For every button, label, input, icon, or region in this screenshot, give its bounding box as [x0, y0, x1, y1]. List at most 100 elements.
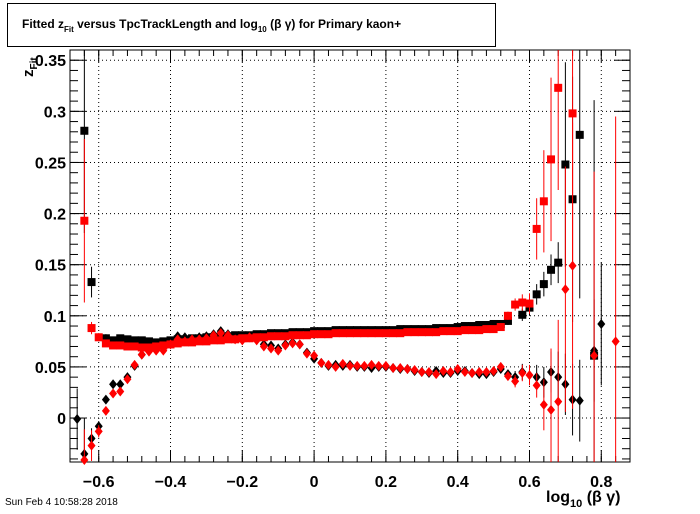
data-point-diamond	[281, 340, 290, 351]
data-point-diamond	[195, 334, 204, 345]
data-point-diamond	[446, 367, 455, 378]
y-tick-label: 0.1	[44, 309, 66, 326]
series-square-red	[80, 50, 577, 352]
data-point-square	[547, 265, 556, 274]
data-point-diamond	[561, 284, 570, 295]
data-point-diamond	[123, 374, 132, 385]
data-point-square	[475, 321, 484, 330]
data-point-square	[568, 109, 577, 118]
data-point-diamond	[353, 360, 362, 371]
data-point-square	[503, 311, 512, 320]
data-point-diamond	[80, 454, 89, 465]
data-point-diamond	[389, 362, 398, 373]
data-point-square	[503, 316, 512, 325]
data-point-square	[482, 321, 491, 330]
x-tick-label: 0.8	[590, 474, 612, 491]
data-point-square	[116, 341, 125, 350]
data-point-diamond	[137, 349, 146, 360]
data-point-diamond	[475, 367, 484, 378]
data-point-diamond	[432, 369, 441, 380]
data-point-square	[511, 300, 520, 309]
data-point-diamond	[130, 359, 139, 370]
data-point-diamond	[410, 364, 419, 375]
data-point-diamond	[288, 338, 297, 349]
y-tick-label: 0.2	[44, 207, 66, 224]
data-point-diamond	[101, 394, 110, 405]
data-point-diamond	[611, 336, 620, 347]
data-point-square	[453, 323, 462, 332]
data-point-square	[109, 341, 118, 350]
data-point-diamond	[317, 357, 326, 368]
data-point-diamond	[231, 334, 240, 345]
data-point-diamond	[173, 334, 182, 345]
y-label-subscript: Fit	[29, 57, 40, 70]
data-point-square	[116, 334, 125, 343]
data-point-diamond	[94, 426, 103, 437]
data-point-diamond	[532, 380, 541, 391]
data-point-diamond	[116, 386, 125, 397]
data-point-square	[367, 329, 376, 338]
data-point-diamond	[597, 318, 606, 329]
data-point-square	[525, 299, 534, 308]
data-point-diamond	[518, 368, 527, 379]
data-point-square	[144, 337, 153, 346]
data-point-diamond	[302, 348, 311, 359]
data-point-square	[123, 335, 132, 344]
x-tick-label: −0.4	[155, 474, 187, 491]
data-point-square	[424, 328, 433, 337]
data-point-square	[123, 342, 132, 351]
data-point-diamond	[252, 335, 261, 346]
data-point-diamond	[482, 367, 491, 378]
data-point-diamond	[453, 363, 462, 374]
data-point-diamond	[503, 371, 512, 382]
data-point-diamond	[396, 362, 405, 373]
data-point-square	[460, 322, 469, 331]
data-point-diamond	[374, 360, 383, 371]
title-suffix: (β γ) for Primary kaon+	[266, 17, 402, 31]
data-point-square	[130, 336, 139, 345]
data-point-square	[80, 126, 89, 135]
title-subscript-10: 10	[257, 25, 267, 34]
data-point-square	[109, 336, 118, 345]
data-point-diamond	[496, 361, 505, 372]
data-point-square	[130, 342, 139, 351]
data-point-square	[417, 328, 426, 337]
date-stamp: Sun Feb 4 10:58:28 2018	[5, 497, 118, 508]
series-diamond-black	[73, 262, 606, 462]
data-point-diamond	[144, 346, 153, 357]
title-subscript-fit: Fit	[64, 25, 74, 34]
data-point-diamond	[267, 343, 276, 354]
data-point-square	[410, 328, 419, 337]
data-point-diamond	[209, 330, 218, 341]
data-point-diamond	[590, 350, 599, 361]
data-point-square	[101, 339, 110, 348]
data-point-diamond	[554, 396, 563, 407]
data-point-square	[209, 336, 218, 345]
data-point-square	[346, 329, 354, 338]
data-point-square	[374, 329, 383, 338]
data-point-square	[396, 325, 405, 334]
data-point-diamond	[274, 345, 283, 356]
data-point-diamond	[295, 339, 304, 350]
data-point-square	[547, 155, 556, 164]
data-point-diamond	[460, 367, 469, 378]
data-point-square	[317, 330, 326, 339]
y-tick-label: 0.25	[35, 155, 66, 172]
data-point-diamond	[152, 345, 161, 356]
data-point-square	[460, 326, 469, 335]
data-point-square	[274, 332, 283, 341]
data-point-diamond	[547, 404, 556, 415]
data-point-square	[259, 333, 268, 342]
data-point-diamond	[525, 370, 534, 381]
data-point-square	[94, 333, 103, 342]
data-point-diamond	[575, 395, 584, 406]
data-point-square	[468, 326, 477, 335]
data-point-square	[396, 329, 405, 338]
data-point-square	[496, 323, 505, 332]
data-point-diamond	[489, 366, 498, 377]
x-tick-label: 0	[310, 474, 319, 491]
x-tick-label: 0.2	[375, 474, 397, 491]
y-tick-label: 0.35	[35, 53, 66, 70]
data-point-diamond	[216, 328, 225, 339]
